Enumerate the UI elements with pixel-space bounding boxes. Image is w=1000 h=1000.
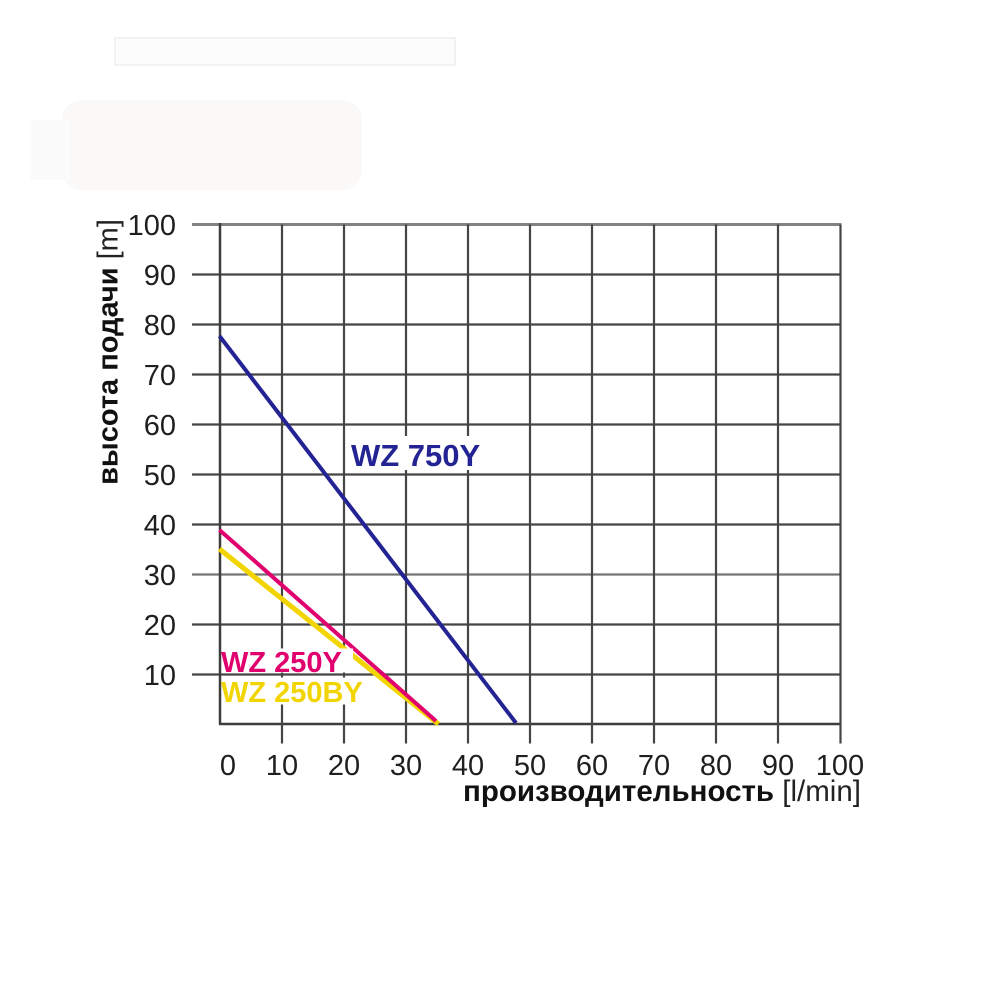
svg-text:60: 60 bbox=[144, 410, 176, 442]
svg-text:30: 30 bbox=[144, 560, 176, 592]
svg-text:WZ 250BY: WZ 250BY bbox=[221, 677, 363, 709]
svg-text:30: 30 bbox=[390, 750, 422, 782]
svg-text:10: 10 bbox=[144, 660, 176, 692]
svg-text:50: 50 bbox=[514, 750, 546, 782]
svg-text:80: 80 bbox=[144, 310, 176, 342]
svg-text:20: 20 bbox=[328, 750, 360, 782]
svg-text:40: 40 bbox=[144, 510, 176, 542]
svg-text:70: 70 bbox=[638, 750, 670, 782]
svg-text:высота подачи [m]: высота подачи [m] bbox=[93, 219, 125, 485]
svg-text:WZ 250Y: WZ 250Y bbox=[221, 647, 342, 679]
svg-text:производительность [l/min]: производительность [l/min] bbox=[463, 775, 861, 808]
svg-text:50: 50 bbox=[144, 460, 176, 492]
svg-text:40: 40 bbox=[452, 750, 484, 782]
svg-text:60: 60 bbox=[576, 750, 608, 782]
svg-text:100: 100 bbox=[128, 210, 176, 242]
svg-text:80: 80 bbox=[700, 750, 732, 782]
svg-text:90: 90 bbox=[762, 750, 794, 782]
svg-text:100: 100 bbox=[816, 750, 864, 782]
svg-text:20: 20 bbox=[144, 610, 176, 642]
svg-text:10: 10 bbox=[266, 750, 298, 782]
svg-text:0: 0 bbox=[220, 750, 236, 782]
svg-text:90: 90 bbox=[144, 260, 176, 292]
svg-text:WZ 750Y: WZ 750Y bbox=[351, 438, 481, 473]
svg-text:70: 70 bbox=[144, 360, 176, 392]
